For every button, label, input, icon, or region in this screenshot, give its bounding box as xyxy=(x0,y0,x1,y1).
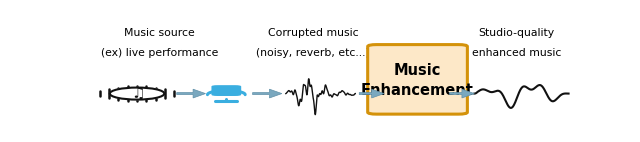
Text: ♫: ♫ xyxy=(131,85,145,100)
Text: (noisy, reverb, etc...): (noisy, reverb, etc...) xyxy=(256,48,370,58)
FancyBboxPatch shape xyxy=(367,45,467,114)
Circle shape xyxy=(110,88,164,100)
Text: enhanced music: enhanced music xyxy=(472,48,561,58)
FancyBboxPatch shape xyxy=(211,85,241,96)
Text: Music source: Music source xyxy=(124,28,195,38)
FancyArrow shape xyxy=(253,89,282,98)
Text: Music: Music xyxy=(394,63,441,78)
FancyArrow shape xyxy=(359,89,384,98)
Text: Studio-quality: Studio-quality xyxy=(479,28,554,38)
FancyArrow shape xyxy=(449,89,474,98)
Text: Enhancement: Enhancement xyxy=(361,83,474,98)
Circle shape xyxy=(110,88,164,100)
Text: (ex) live performance: (ex) live performance xyxy=(100,48,218,58)
FancyArrow shape xyxy=(177,89,205,98)
Text: Corrupted music: Corrupted music xyxy=(268,28,358,38)
